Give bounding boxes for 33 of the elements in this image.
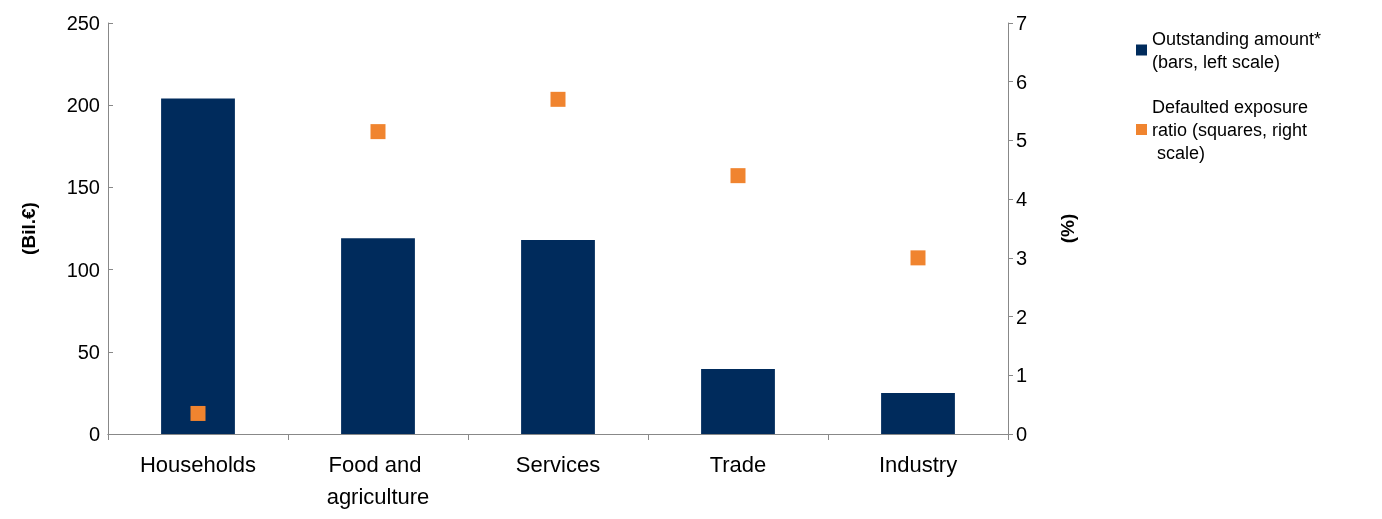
x-tick-label: Services — [515, 451, 601, 477]
point — [370, 124, 386, 140]
x-tick-label: Food and agriculture — [326, 451, 430, 509]
bar — [161, 98, 235, 434]
y2-tick-label: 5 — [1016, 129, 1028, 152]
y-tick-label: 50 — [77, 340, 100, 363]
y2-tick-label: 4 — [1016, 188, 1028, 211]
y2-tick-label: 1 — [1016, 364, 1028, 387]
legend-label: Defaulted exposure ratio (squares, right scale) — [1152, 96, 1314, 163]
y2-tick-label: 2 — [1016, 305, 1028, 328]
y2-tick-label: 7 — [1016, 12, 1028, 34]
y-tick-label: 250 — [66, 12, 100, 34]
point — [910, 250, 926, 266]
x-tick-label: Households — [139, 451, 257, 477]
bar — [881, 392, 955, 434]
y-tick-label: 150 — [66, 176, 100, 199]
bar — [341, 238, 415, 434]
x-tick-label: Industry — [878, 451, 958, 477]
y2-tick-label: 3 — [1016, 246, 1028, 269]
y2-tick-label: 0 — [1016, 423, 1028, 445]
legend-label: Outstanding amount* (bars, left scale) — [1152, 28, 1327, 72]
point — [190, 405, 206, 421]
x-tick-label: Trade — [709, 451, 767, 477]
y2-tick-label: 6 — [1016, 70, 1028, 93]
y-tick-label: 200 — [66, 94, 100, 117]
point — [730, 168, 746, 184]
y-tick-label: 100 — [66, 258, 100, 281]
bar — [521, 240, 595, 434]
point — [550, 91, 566, 107]
y-axis-title: (Bil.€) — [18, 202, 39, 255]
y2-axis-title: (%) — [1057, 213, 1078, 244]
y-tick-label: 0 — [88, 423, 100, 445]
bar — [701, 369, 775, 434]
